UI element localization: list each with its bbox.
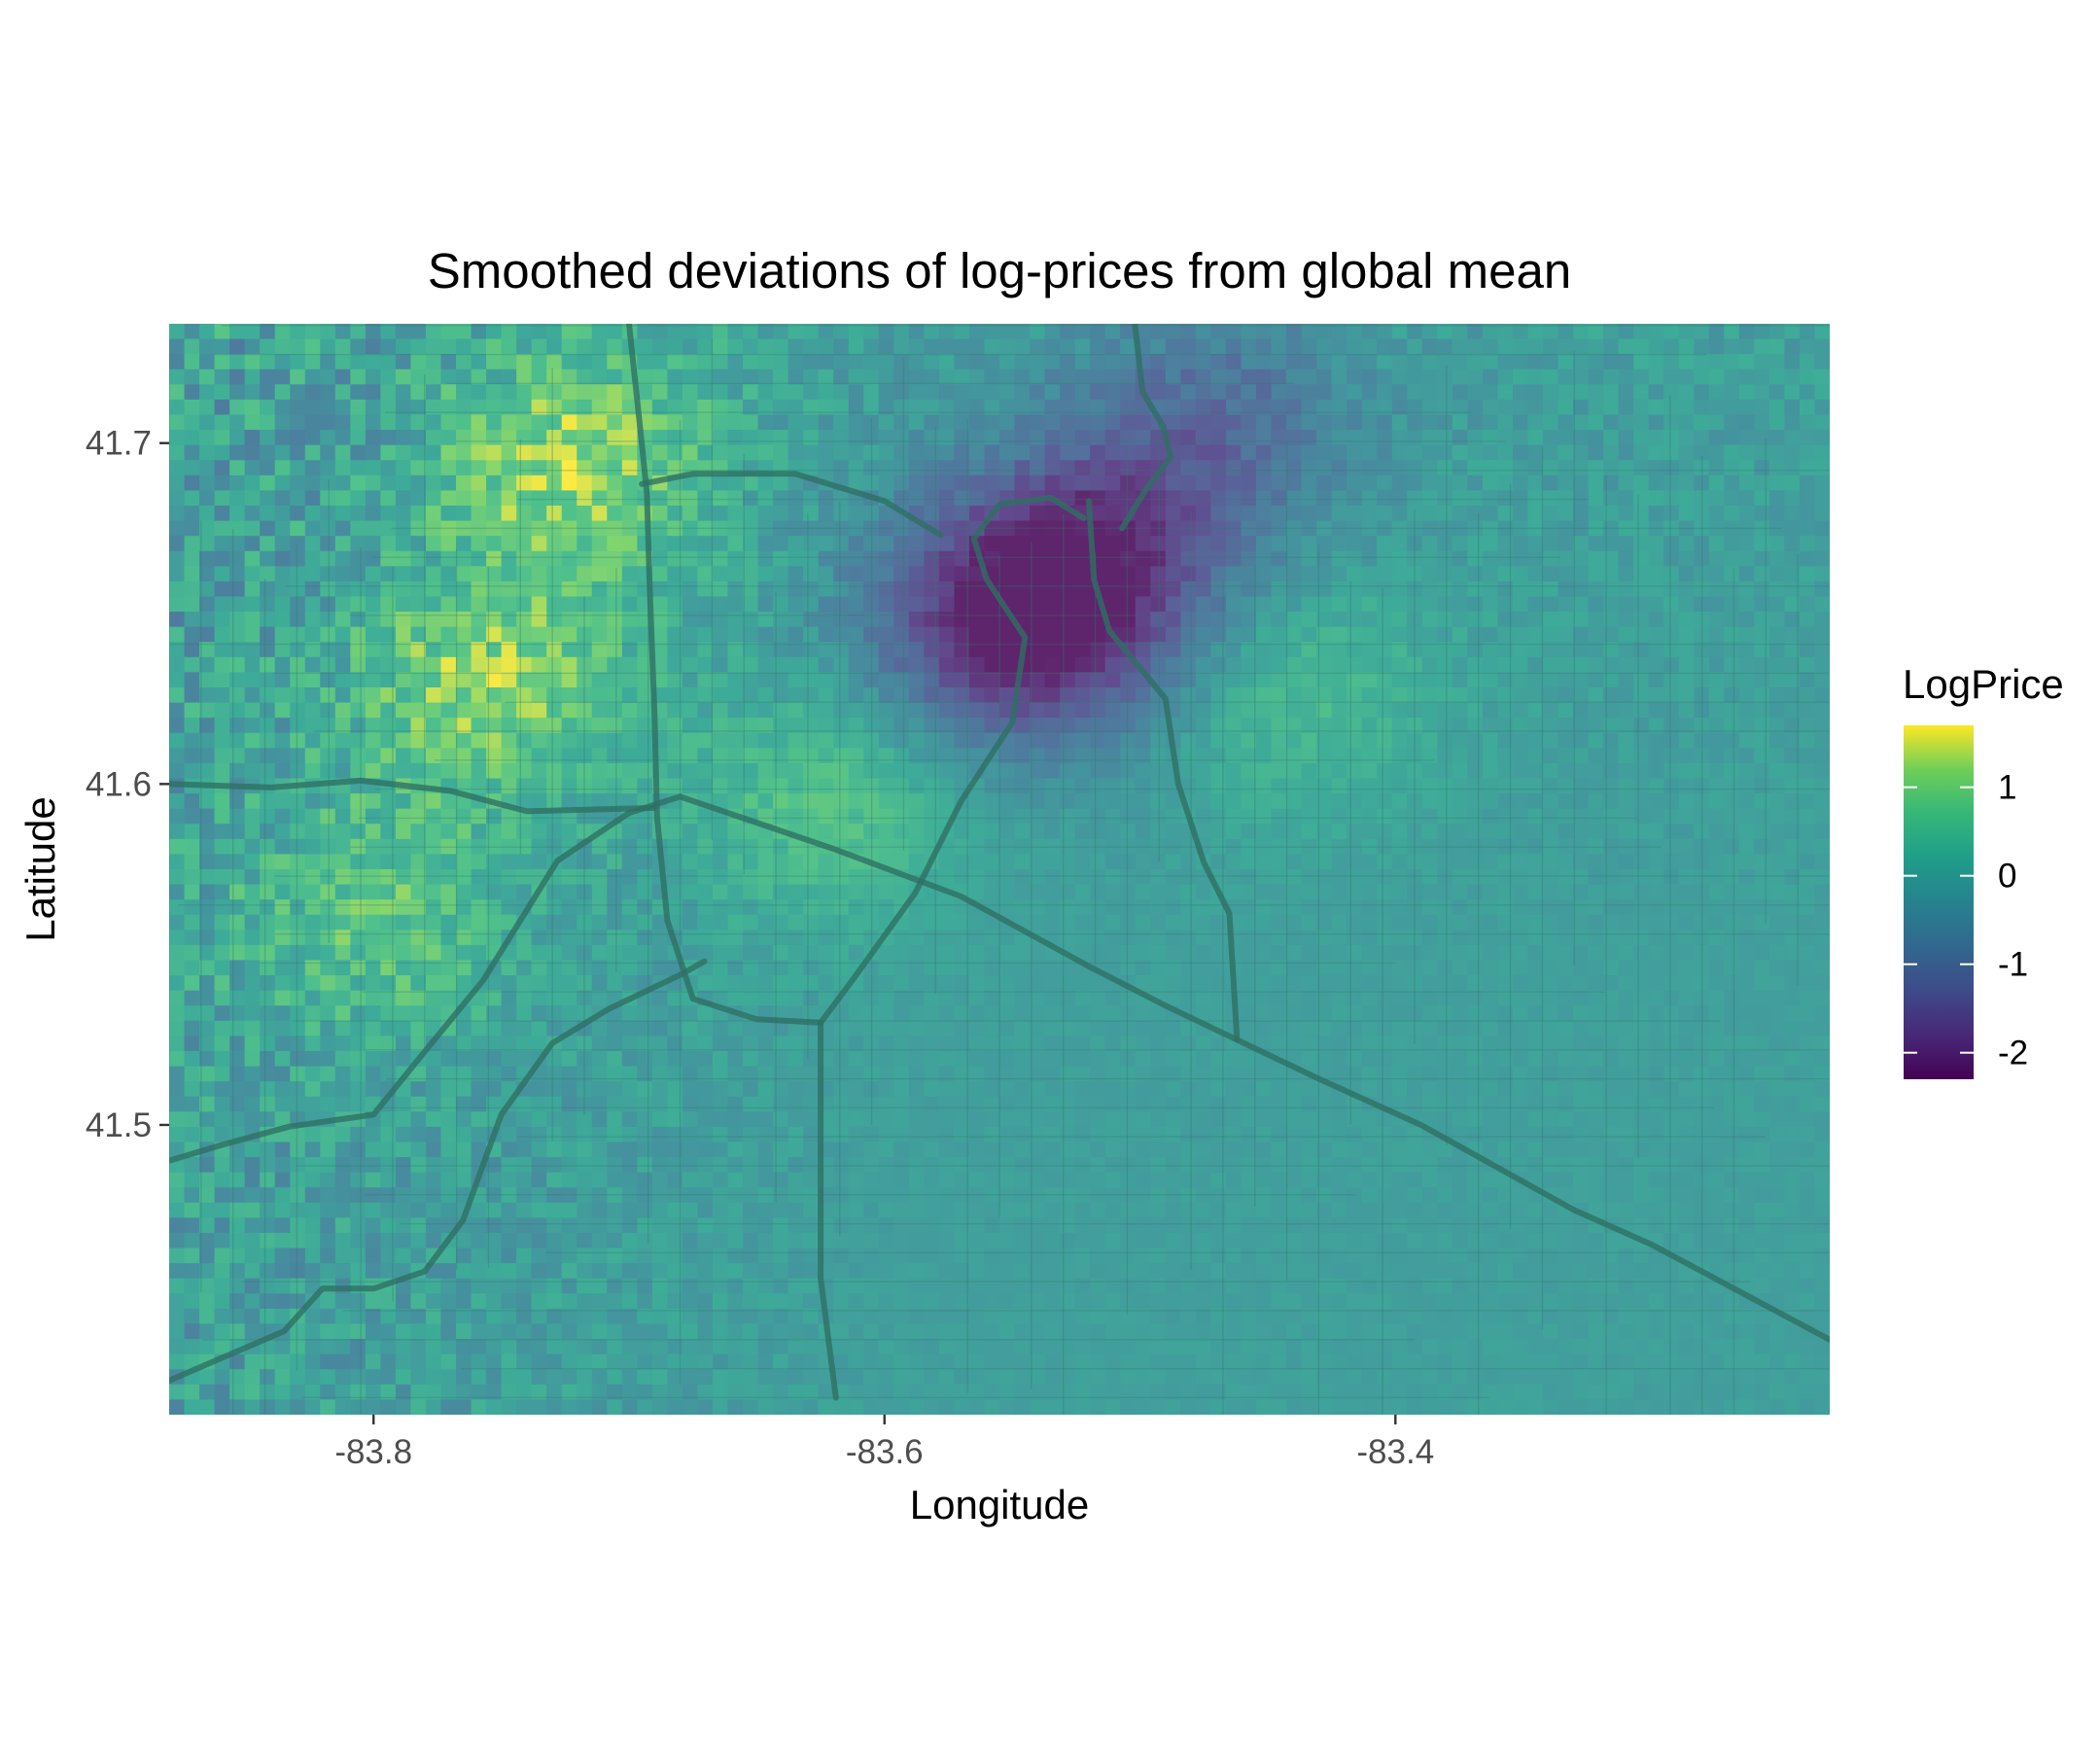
- chart-title: Smoothed deviations of log-prices from g…: [428, 243, 1571, 298]
